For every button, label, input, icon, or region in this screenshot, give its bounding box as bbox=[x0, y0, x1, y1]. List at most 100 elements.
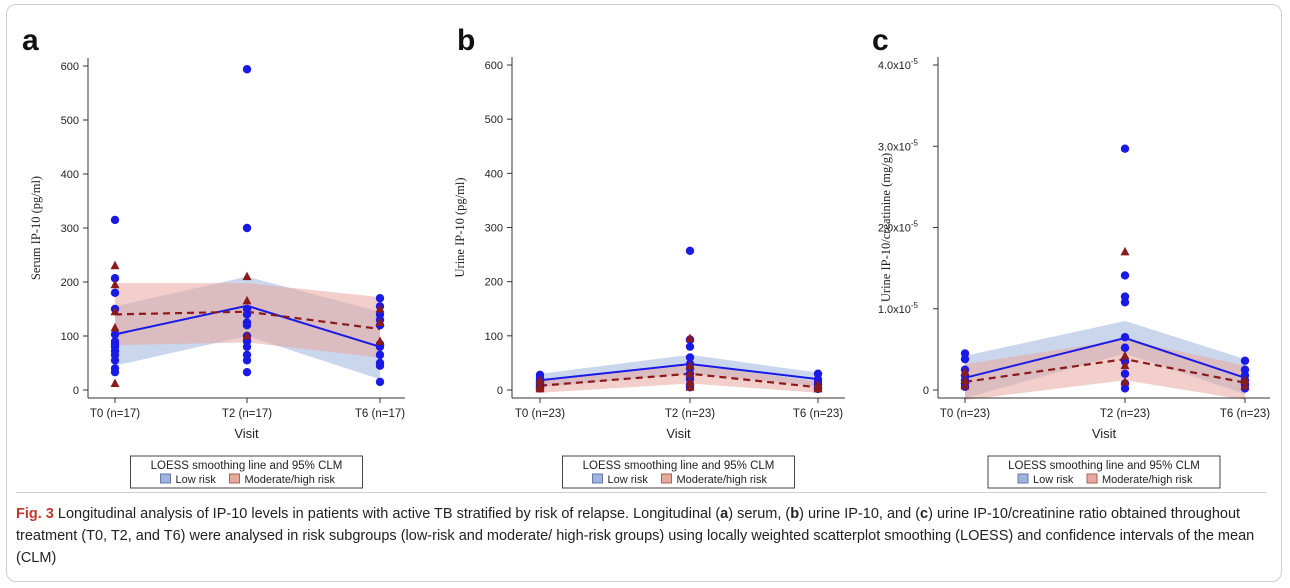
legend-label-high: Moderate/high risk bbox=[245, 474, 336, 486]
caption-text-4: ) urine IP-10/creatinine ratio obtained … bbox=[16, 506, 1255, 566]
y-tick-label: 100 bbox=[485, 331, 503, 343]
high-risk-point bbox=[1120, 246, 1130, 256]
low-risk-point bbox=[242, 356, 252, 365]
low-risk-point bbox=[110, 330, 120, 339]
high-risk-point bbox=[375, 317, 385, 326]
high-risk-point bbox=[1120, 350, 1130, 360]
low-risk-point bbox=[375, 361, 385, 370]
high-risk-point bbox=[685, 333, 695, 343]
y-axis-title: Urine IP-10/creatinine (mg/g) bbox=[879, 153, 893, 302]
high-risk-point bbox=[960, 380, 970, 390]
legend-title: LOESS smoothing line and 95% CLM bbox=[1008, 460, 1200, 472]
x-tick-label: T6 (n=23) bbox=[793, 408, 843, 420]
panel-a-letter: a bbox=[22, 24, 39, 57]
high-risk-point bbox=[110, 322, 120, 332]
low-risk-point bbox=[242, 321, 252, 330]
high-risk-point bbox=[110, 306, 120, 316]
caption-text-1: Longitudinal analysis of IP-10 levels in… bbox=[53, 506, 721, 522]
y-tick-label: 200 bbox=[485, 277, 503, 289]
figure-caption: Fig. 3 Longitudinal analysis of IP-10 le… bbox=[16, 492, 1266, 569]
y-tick-label: 300 bbox=[61, 223, 79, 235]
y-tick-label: 200 bbox=[61, 277, 79, 289]
high-risk-point bbox=[1120, 360, 1130, 370]
high-risk-point bbox=[685, 376, 695, 386]
y-tick-label: 100 bbox=[61, 331, 79, 343]
high-risk-point bbox=[110, 279, 120, 289]
low-risk-point bbox=[685, 342, 695, 351]
x-tick-label: T0 (n=23) bbox=[515, 408, 565, 420]
y-tick-label: 600 bbox=[485, 60, 503, 72]
low-risk-point bbox=[1120, 271, 1130, 280]
y-tick-label: 0 bbox=[73, 385, 79, 397]
x-axis-title: Visit bbox=[234, 426, 259, 441]
y-tick-label: 0 bbox=[923, 385, 929, 397]
x-tick-label: T2 (n=17) bbox=[222, 408, 272, 420]
legend-label-high: Moderate/high risk bbox=[1102, 474, 1193, 486]
low-risk-point bbox=[110, 288, 120, 297]
low-risk-point bbox=[375, 350, 385, 360]
caption-figure-label: Fig. 3 bbox=[16, 506, 54, 522]
legend-swatch-high bbox=[661, 473, 672, 484]
legend-swatch-low bbox=[1017, 473, 1029, 484]
low-risk-point bbox=[242, 367, 252, 377]
y-tick-label: 400 bbox=[485, 168, 503, 180]
y-tick-label: 600 bbox=[61, 61, 79, 73]
legend-label-low: Low risk bbox=[1033, 474, 1074, 486]
x-tick-label: T0 (n=23) bbox=[940, 408, 990, 420]
low-risk-point bbox=[110, 356, 120, 365]
low-risk-point bbox=[1120, 369, 1130, 378]
x-tick-label: T6 (n=23) bbox=[1220, 408, 1270, 420]
chart-panel-a: 0 100 200 300 400 500 600 T0 (n=17) T2 (n=17) T6 … bbox=[29, 58, 405, 489]
low-risk-point bbox=[242, 310, 252, 319]
high-risk-point bbox=[1240, 380, 1250, 390]
low-risk-point bbox=[242, 342, 252, 351]
low-risk-point bbox=[110, 215, 120, 225]
caption-text-3: ) urine IP-10, and ( bbox=[799, 506, 921, 522]
legend-swatch-high bbox=[1086, 473, 1098, 484]
high-risk-point bbox=[960, 367, 970, 376]
legend-swatch-low bbox=[592, 473, 603, 484]
y-tick-label: 300 bbox=[485, 223, 503, 235]
high-risk-point bbox=[960, 375, 970, 384]
low-risk-point bbox=[685, 353, 695, 362]
caption-ref-c: c bbox=[920, 506, 929, 522]
legend-label-high: Moderate/high risk bbox=[677, 474, 768, 486]
high-risk-point bbox=[242, 331, 252, 340]
low-risk-clm-band bbox=[965, 320, 1245, 399]
high-risk-point bbox=[110, 260, 120, 270]
high-risk-point bbox=[685, 382, 695, 391]
low-risk-point bbox=[1120, 144, 1130, 153]
high-risk-point bbox=[110, 378, 120, 388]
high-risk-point bbox=[1120, 376, 1130, 386]
y-tick-label: 1.0x10-5 bbox=[878, 301, 919, 316]
low-risk-point bbox=[1240, 356, 1250, 365]
low-risk-point bbox=[242, 65, 252, 74]
high-risk-point bbox=[685, 360, 695, 370]
y-axis-title: Urine IP-10 (pg/ml) bbox=[453, 178, 467, 278]
y-axis-title: Serum IP-10 (pg/ml) bbox=[29, 176, 43, 280]
low-risk-point bbox=[110, 367, 120, 377]
y-tick-label: 2.0x10-5 bbox=[878, 220, 919, 235]
low-risk-point bbox=[375, 377, 385, 387]
legend-title: LOESS smoothing line and 95% CLM bbox=[583, 460, 775, 472]
y-tick-label: 400 bbox=[61, 169, 79, 181]
legend-label-low: Low risk bbox=[608, 474, 649, 486]
high-risk-point bbox=[375, 304, 385, 313]
low-risk-point bbox=[1120, 343, 1130, 352]
chart-panel-c: 0 1.0x10-5 2.0x10-5 3.0x10-5 4.0x10-5 T0 (n=2… bbox=[878, 57, 1270, 489]
low-risk-point bbox=[1120, 384, 1130, 393]
legend-title: LOESS smoothing line and 95% CLM bbox=[151, 460, 343, 472]
low-risk-point bbox=[242, 223, 252, 233]
high-risk-point bbox=[375, 336, 385, 345]
y-tick-label: 0 bbox=[497, 385, 503, 397]
high-risk-point bbox=[685, 368, 695, 378]
low-risk-point bbox=[110, 274, 120, 283]
x-tick-label: T6 (n=17) bbox=[355, 408, 405, 420]
x-tick-label: T2 (n=23) bbox=[665, 408, 715, 420]
legend-label-low: Low risk bbox=[176, 474, 217, 486]
caption-ref-b: b bbox=[790, 506, 800, 522]
x-axis-title: Visit bbox=[1092, 426, 1117, 441]
low-risk-point bbox=[1120, 298, 1130, 307]
chart-panel-b: 0 100 200 300 400 500 600 T0 (n=23) T2 (n=23) T6 … bbox=[453, 57, 845, 489]
low-risk-point bbox=[685, 246, 695, 255]
